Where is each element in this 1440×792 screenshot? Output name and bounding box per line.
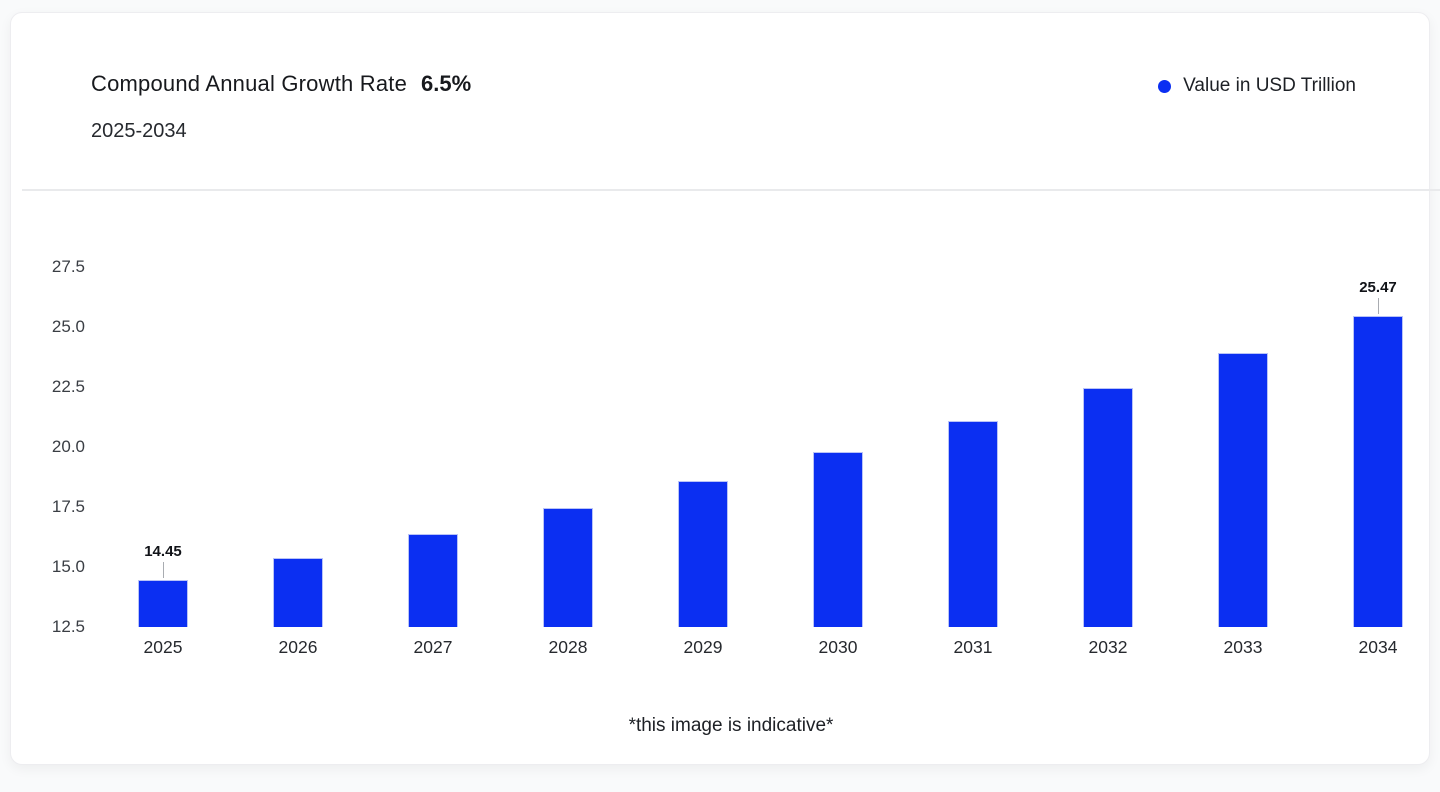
leader-line [162, 562, 164, 579]
bar [543, 508, 593, 627]
bar [408, 533, 458, 627]
chart-title: Compound Annual Growth Rate [91, 71, 408, 96]
chart-card: Compound Annual Growth Rate 6.5% 2025-20… [10, 12, 1440, 765]
bar [678, 480, 728, 627]
bar-value-label: 25.47 [1333, 279, 1423, 314]
x-axis-tick-label: 2031 [953, 637, 993, 657]
y-axis-tick-label: 22.5 [51, 377, 85, 396]
bar [1083, 388, 1133, 627]
bar-value-text: 25.47 [1359, 278, 1397, 296]
bar [1218, 353, 1268, 627]
bar-value-text: 14.45 [144, 543, 182, 561]
y-axis-tick-label: 12.5 [51, 617, 85, 636]
legend-label: Value in USD Trillion [1183, 75, 1356, 96]
x-axis-tick-label: 2027 [413, 637, 453, 657]
bar [273, 557, 323, 627]
x-axis-tick-label: 2029 [683, 637, 723, 657]
leader-line [1377, 297, 1379, 314]
bar [813, 451, 863, 627]
y-axis-tick-label: 20.0 [51, 437, 85, 456]
header-divider [22, 189, 1440, 191]
legend-marker-icon [1158, 79, 1172, 93]
x-axis-tick-label: 2033 [1223, 637, 1263, 657]
cagr-value: 6.5% [421, 71, 472, 96]
bar [1353, 315, 1403, 627]
x-axis-tick-label: 2025 [143, 637, 183, 657]
y-axis-tick-label: 15.0 [51, 557, 85, 576]
bar [138, 580, 188, 627]
x-axis-tick-label: 2034 [1358, 637, 1398, 657]
y-axis-tick-label: 25.0 [51, 317, 85, 336]
title-row: Compound Annual Growth Rate 6.5% [91, 71, 471, 97]
y-axis-tick-label: 17.5 [51, 497, 85, 516]
x-axis-tick-label: 2030 [818, 637, 858, 657]
chart-subtitle: 2025-2034 [91, 120, 187, 142]
x-axis-tick-label: 2026 [278, 637, 318, 657]
x-axis-tick-label: 2032 [1088, 637, 1128, 657]
legend: Value in USD Trillion [1158, 75, 1356, 97]
y-axis-tick-label: 27.5 [51, 257, 85, 276]
bar-value-label: 14.45 [118, 543, 208, 579]
x-axis-tick-label: 2028 [548, 637, 588, 657]
bar-chart: 27.5 25.0 22.5 20.0 17.5 15.0 12.5 2025 2026 2027… [11, 13, 1440, 792]
footer-note: *this image is indicative* [628, 715, 834, 736]
bar [948, 421, 998, 627]
